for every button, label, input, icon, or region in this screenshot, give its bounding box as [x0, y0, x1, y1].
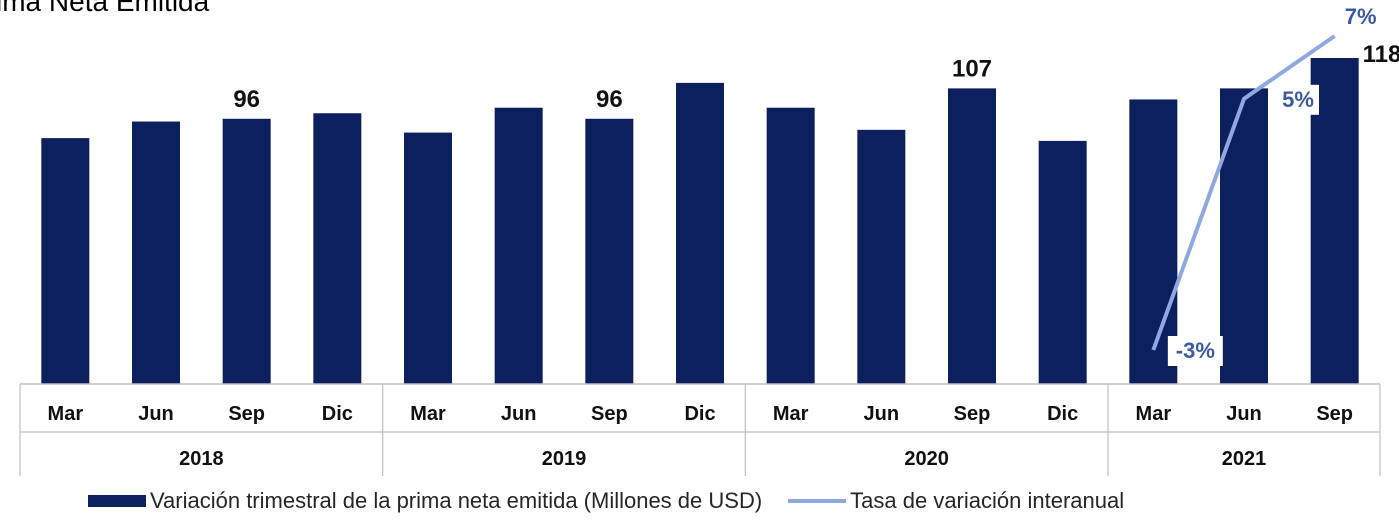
bar-data-label: 96 [233, 86, 260, 113]
bar [404, 132, 452, 384]
bar [585, 118, 634, 384]
bar [766, 107, 815, 384]
line-data-label-bg [1167, 336, 1223, 366]
legend-line-label: Tasa de variación interanual [850, 488, 1125, 513]
x-tick-label: Jun [501, 403, 537, 425]
x-tick-label: Jun [1226, 403, 1262, 425]
x-tick-label: Jun [138, 403, 174, 425]
bar [857, 129, 906, 384]
x-tick-label: Sep [1316, 403, 1353, 425]
x-group-label: 2020 [904, 448, 949, 470]
bar-data-label: 96 [596, 86, 623, 113]
legend: Variación trimestral de la prima neta em… [88, 486, 1150, 516]
x-group-label: 2018 [179, 448, 224, 470]
bar [313, 113, 362, 384]
chart-canvas: 96 96 107 118 Mar Jun Sep Dic Mar Jun Sep Dic Mar Jun… [19, 2, 1399, 476]
bar [676, 82, 724, 384]
bar [222, 118, 271, 384]
x-tick-label: Dic [1047, 403, 1078, 425]
x-tick-label: Sep [228, 403, 265, 425]
line-data-label: -3% [1176, 338, 1215, 363]
x-tick-label: Sep [954, 403, 991, 425]
x-tick-label: Mar [773, 403, 809, 425]
x-group-label: 2021 [1222, 448, 1267, 470]
bar [948, 88, 996, 384]
bar-data-label: 118 [1363, 41, 1399, 68]
bar-data-label: 107 [952, 55, 992, 82]
x-tick-label: Mar [410, 403, 446, 425]
x-group-label: 2019 [542, 448, 587, 470]
x-tick-label: Jun [864, 403, 900, 425]
legend-bar-swatch [88, 495, 146, 507]
x-tick-label: Dic [684, 403, 715, 425]
legend-line-swatch [788, 499, 847, 503]
bar [132, 121, 180, 385]
legend-item-bars: Variación trimestral de la prima neta em… [88, 488, 762, 514]
bar [1038, 140, 1087, 384]
legend-bar-label: Variación trimestral de la prima neta em… [150, 488, 763, 513]
legend-item-line: Tasa de variación interanual [788, 488, 1124, 514]
x-tick-label: Dic [322, 403, 353, 425]
line-data-label-bg [1339, 2, 1382, 32]
line-data-label-bg [1277, 84, 1319, 115]
bar [41, 138, 90, 384]
line-data-label: 5% [1282, 87, 1314, 112]
line-series [1151, 34, 1336, 351]
x-tick-label: Mar [48, 403, 84, 425]
bar [494, 107, 543, 384]
line-data-label: 7% [1345, 4, 1377, 29]
x-tick-label: Mar [1136, 403, 1172, 425]
x-tick-label: Sep [591, 403, 628, 425]
chart-title: Prima Neta Emitida [0, 0, 210, 17]
bar [1220, 88, 1268, 384]
